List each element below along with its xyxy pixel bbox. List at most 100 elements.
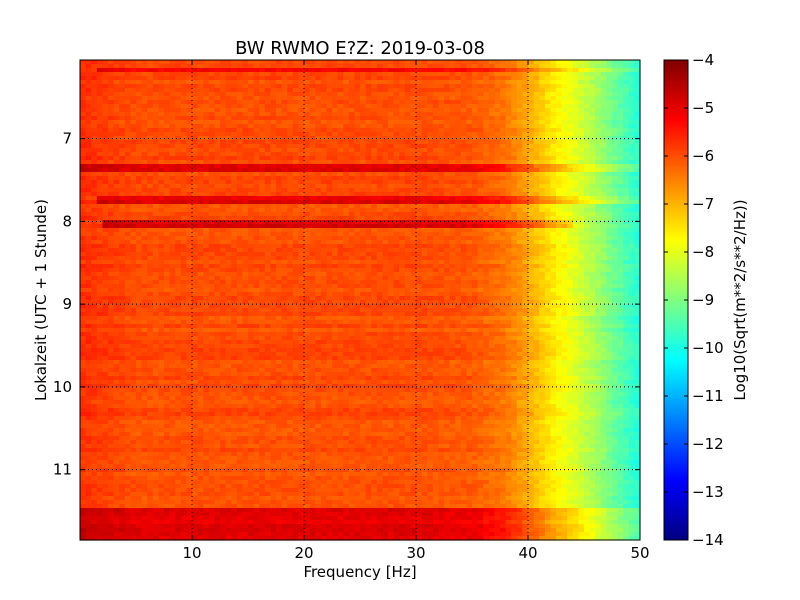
heatmap-cell <box>287 100 294 105</box>
heatmap-cell <box>589 220 596 225</box>
heatmap-cell <box>584 212 591 217</box>
heatmap-cell <box>147 220 154 225</box>
heatmap-cell <box>376 60 383 65</box>
heatmap-cell <box>180 196 187 201</box>
heatmap-cell <box>477 68 484 73</box>
heatmap-cell <box>388 204 395 209</box>
heatmap-cell <box>404 84 411 89</box>
heatmap-cell <box>623 180 630 185</box>
heatmap-cell <box>634 156 641 161</box>
heatmap-cell <box>634 140 641 145</box>
heatmap-cell <box>483 204 490 209</box>
heatmap-cell <box>421 228 428 233</box>
heatmap-cell <box>248 96 255 101</box>
heatmap-cell <box>421 132 428 137</box>
heatmap-cell <box>326 176 333 181</box>
heatmap-cell <box>102 140 109 145</box>
heatmap-cell <box>393 100 400 105</box>
heatmap-cell <box>634 68 641 73</box>
heatmap-cell <box>175 120 182 125</box>
heatmap-cell <box>483 68 490 73</box>
heatmap-cell <box>634 112 641 117</box>
heatmap-cell <box>309 108 316 113</box>
heatmap-cell <box>208 252 215 257</box>
heatmap-cell <box>80 92 87 97</box>
heatmap-cell <box>108 120 115 125</box>
heatmap-cell <box>623 220 630 225</box>
heatmap-cell <box>382 216 389 221</box>
heatmap-cell <box>483 200 490 205</box>
heatmap-cell <box>186 196 193 201</box>
heatmap-cell <box>192 92 199 97</box>
heatmap-cell <box>158 88 165 93</box>
heatmap-cell <box>309 216 316 221</box>
heatmap-cell <box>119 72 126 77</box>
heatmap-cell <box>102 208 109 213</box>
heatmap-cell <box>528 156 535 161</box>
heatmap-cell <box>404 212 411 217</box>
heatmap-cell <box>360 180 367 185</box>
heatmap-cell <box>360 216 367 221</box>
heatmap-cell <box>399 196 406 201</box>
heatmap-cell <box>242 180 249 185</box>
heatmap-cell <box>264 100 271 105</box>
heatmap-cell <box>164 188 171 193</box>
heatmap-cell <box>253 140 260 145</box>
heatmap-cell <box>80 200 87 205</box>
heatmap-cell <box>186 220 193 225</box>
heatmap-cell <box>460 196 467 201</box>
heatmap-cell <box>130 116 137 121</box>
heatmap-cell <box>281 220 288 225</box>
heatmap-cell <box>483 236 490 241</box>
heatmap-cell <box>287 124 294 129</box>
heatmap-cell <box>354 204 361 209</box>
heatmap-cell <box>388 256 395 261</box>
heatmap-cell <box>444 172 451 177</box>
heatmap-cell <box>91 248 98 253</box>
heatmap-cell <box>348 132 355 137</box>
heatmap-cell <box>550 212 557 217</box>
heatmap-cell <box>360 72 367 77</box>
heatmap-cell <box>584 140 591 145</box>
heatmap-cell <box>572 136 579 141</box>
heatmap-cell <box>186 160 193 165</box>
heatmap-cell <box>287 148 294 153</box>
heatmap-cell <box>197 244 204 249</box>
heatmap-cell <box>404 204 411 209</box>
heatmap-cell <box>320 108 327 113</box>
heatmap-cell <box>511 116 518 121</box>
heatmap-cell <box>511 104 518 109</box>
chart-title: BW RWMO E?Z: 2019-03-08 <box>235 38 485 59</box>
heatmap-cell <box>96 184 103 189</box>
heatmap-cell <box>432 112 439 117</box>
heatmap-cell <box>259 76 266 81</box>
heatmap-cell <box>197 112 204 117</box>
heatmap-cell <box>578 164 585 169</box>
heatmap-cell <box>158 212 165 217</box>
heatmap-cell <box>337 152 344 157</box>
heatmap-cell <box>376 80 383 85</box>
heatmap-cell <box>505 164 512 169</box>
heatmap-cell <box>528 228 535 233</box>
heatmap-cell <box>416 224 423 229</box>
heatmap-cell <box>472 240 479 245</box>
heatmap-cell <box>186 232 193 237</box>
heatmap-cell <box>365 216 372 221</box>
heatmap-cell <box>494 220 501 225</box>
heatmap-cell <box>550 176 557 181</box>
heatmap-cell <box>320 68 327 73</box>
heatmap-cell <box>550 256 557 261</box>
heatmap-cell <box>466 124 473 129</box>
heatmap-cell <box>438 160 445 165</box>
heatmap-cell <box>231 84 238 89</box>
heatmap-cell <box>365 100 372 105</box>
heatmap-cell <box>416 200 423 205</box>
heatmap-cell <box>556 228 563 233</box>
heatmap-cell <box>544 136 551 141</box>
heatmap-cell <box>432 208 439 213</box>
heatmap-cell <box>612 108 619 113</box>
heatmap-cell <box>270 64 277 69</box>
heatmap-cell <box>511 244 518 249</box>
heatmap-cell <box>455 168 462 173</box>
heatmap-cell <box>500 80 507 85</box>
